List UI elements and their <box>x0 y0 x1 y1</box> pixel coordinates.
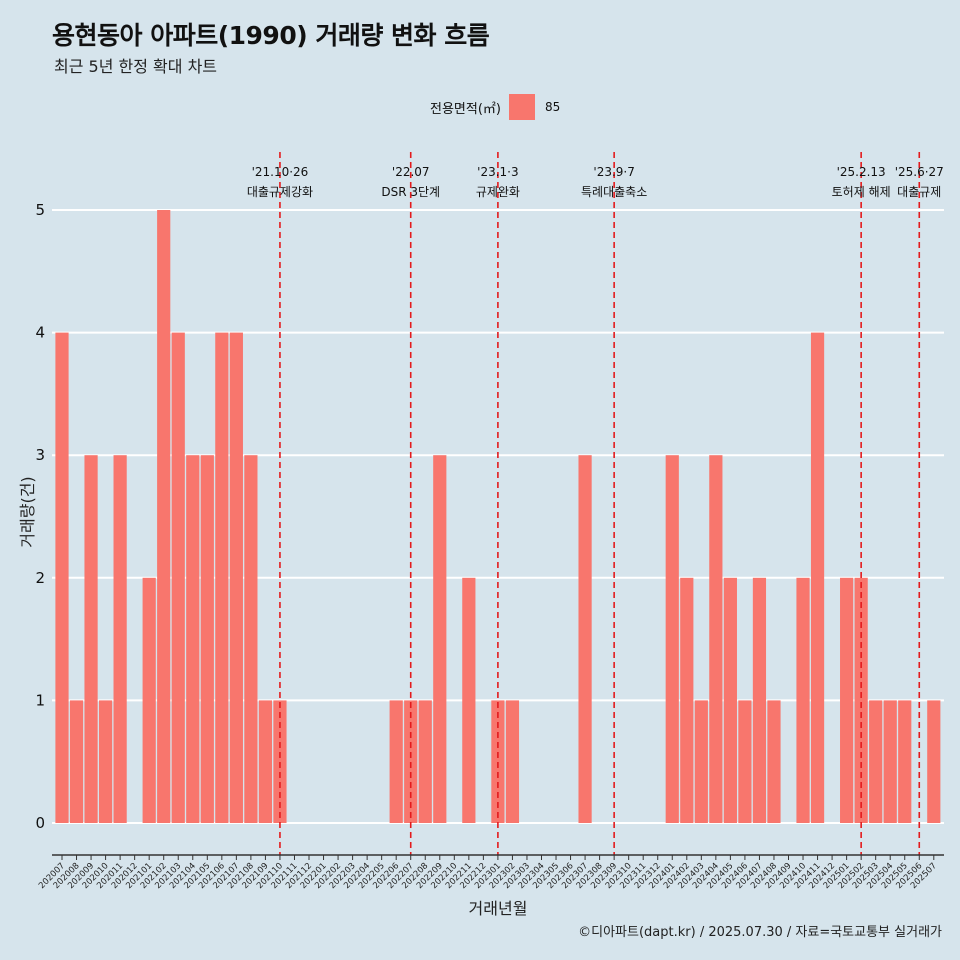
bar <box>694 700 708 823</box>
bar <box>84 455 98 823</box>
bar <box>491 700 505 823</box>
bar <box>113 455 127 823</box>
y-axis-label: 거래량(건) <box>18 476 37 547</box>
event-date-label: '25.6·27 <box>895 165 944 179</box>
event-text-label: 대출규제 <box>897 185 941 199</box>
bar <box>157 210 171 823</box>
bar <box>680 577 694 823</box>
bar <box>898 700 912 823</box>
event-text-label: 특례대출축소 <box>581 185 647 199</box>
source-caption: ©디아파트(dapt.kr) / 2025.07.30 / 자료=국토교통부 실… <box>578 925 942 940</box>
bar <box>854 577 868 823</box>
bar <box>171 332 185 823</box>
y-tick-label: 0 <box>35 814 45 832</box>
bar <box>404 700 418 823</box>
bar <box>709 455 723 823</box>
event-text-label: 대출규제강화 <box>247 185 313 199</box>
bar <box>98 700 113 823</box>
bar <box>244 455 258 823</box>
bar <box>273 700 287 823</box>
legend-label: 85 <box>544 100 561 114</box>
bar <box>142 577 156 823</box>
bar <box>462 577 476 823</box>
y-tick-label: 4 <box>35 324 45 342</box>
bar <box>200 455 214 823</box>
bar <box>738 700 752 823</box>
event-date-label: '23.1·3 <box>477 165 518 179</box>
bar <box>840 577 854 823</box>
y-tick-label: 5 <box>35 201 45 219</box>
bar <box>55 332 69 823</box>
y-axis: 0 1 2 3 4 5 <box>35 201 45 832</box>
x-axis-label: 거래년월 <box>469 899 528 918</box>
bar <box>883 700 897 823</box>
bar <box>389 700 403 823</box>
bar <box>578 455 592 823</box>
bar <box>418 700 432 823</box>
bar <box>665 455 679 823</box>
event-date-label: '21.10·26 <box>252 165 309 179</box>
bar <box>927 700 941 823</box>
bar <box>229 332 243 823</box>
event-date-label: '23.9·7 <box>593 165 634 179</box>
y-tick-label: 3 <box>35 446 45 464</box>
bar <box>810 332 825 823</box>
chart-subtitle: 최근 5년 한정 확대 차트 <box>54 57 218 76</box>
x-axis: 2020072020082020092020102020112020122021… <box>37 854 944 891</box>
event-date-label: '22.07 <box>392 165 430 179</box>
bar <box>796 577 810 823</box>
event-date-label: '25.2.13 <box>837 165 886 179</box>
bar <box>258 700 273 823</box>
bar <box>723 577 737 823</box>
bar <box>869 700 883 823</box>
bar <box>186 455 200 823</box>
y-tick-label: 2 <box>35 569 45 587</box>
bar <box>215 332 229 823</box>
bar <box>69 700 84 823</box>
event-text-label: 규제완화 <box>476 185 520 199</box>
bar <box>752 577 767 823</box>
y-tick-label: 1 <box>35 691 45 709</box>
chart-title: 용현동아 아파트(1990) 거래량 변화 흐름 <box>52 21 490 50</box>
bar <box>505 700 520 823</box>
legend-swatch <box>508 94 535 120</box>
event-text-label: 토허제 해제 <box>832 185 891 199</box>
legend: 전용면적(㎡) 85 <box>430 93 560 121</box>
legend-title: 전용면적(㎡) <box>430 101 501 117</box>
bars <box>55 210 941 823</box>
bar <box>767 700 781 823</box>
event-text-label: DSR 3단계 <box>381 185 440 199</box>
event-lines: '21.10·26 대출규제강화 '22.07 DSR 3단계 '23.1·3 규제완화 '… <box>247 152 944 855</box>
bar <box>433 455 447 823</box>
